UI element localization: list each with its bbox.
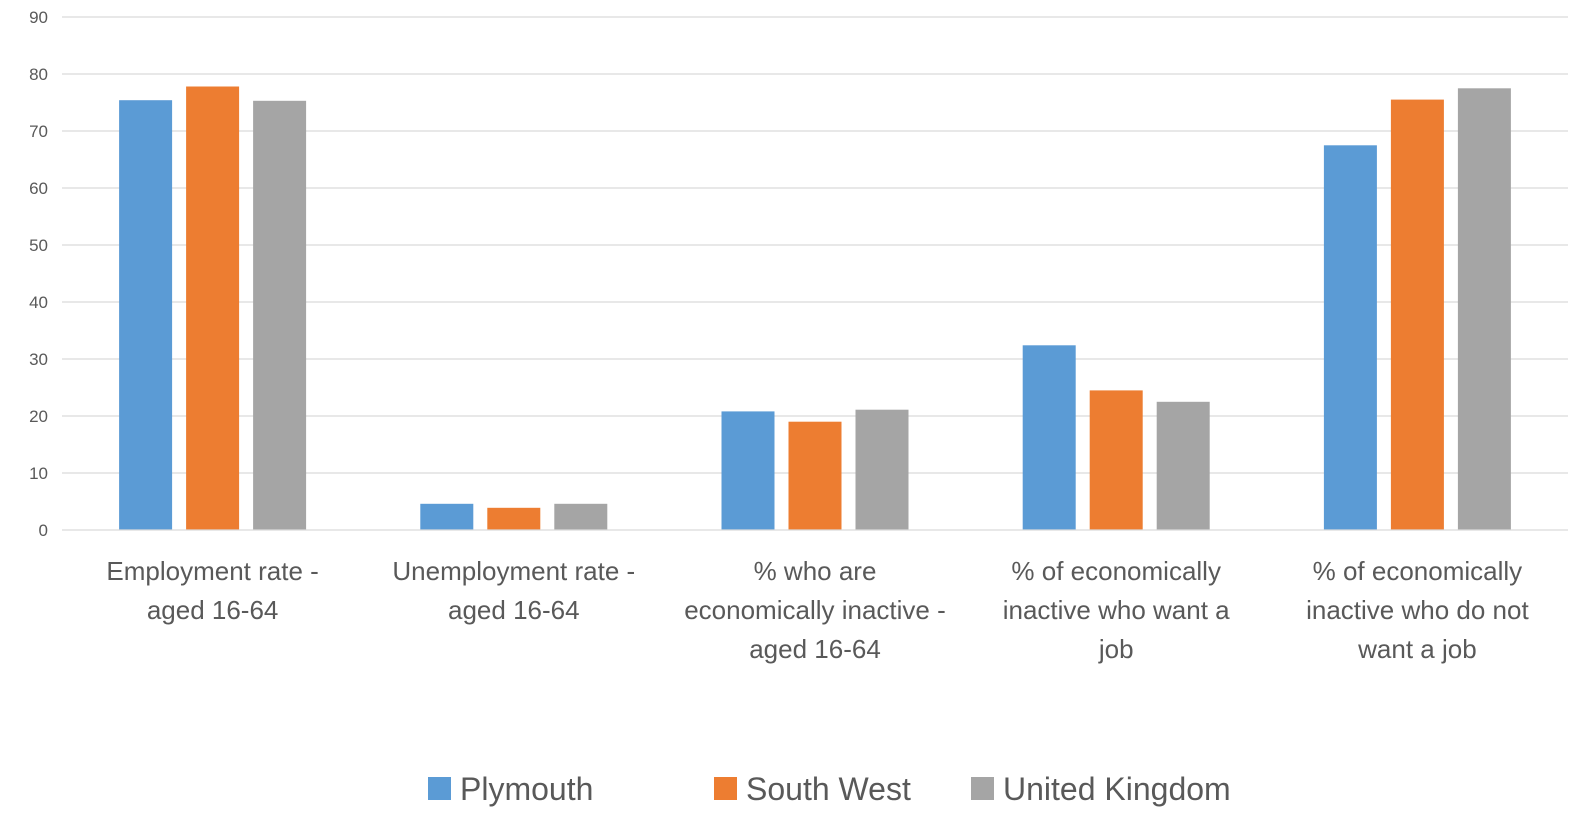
bar-united-kingdom xyxy=(1156,401,1210,531)
category-label: aged 16-64 xyxy=(147,595,279,625)
bar-plymouth xyxy=(721,411,775,530)
y-tick-label: 50 xyxy=(29,236,48,255)
bar-south-west xyxy=(1089,390,1143,530)
y-tick-label: 70 xyxy=(29,122,48,141)
bar-united-kingdom xyxy=(1457,88,1511,531)
category-label: Unemployment rate - xyxy=(392,556,635,586)
legend: Plymouth South West United Kingdom xyxy=(428,771,1231,807)
y-tick-label: 60 xyxy=(29,179,48,198)
bar-south-west xyxy=(487,507,541,530)
y-tick-label: 40 xyxy=(29,293,48,312)
category-label: % who are xyxy=(754,556,877,586)
category-labels: Employment rate - aged 16-64 Unemployment … xyxy=(106,556,1529,664)
legend-label: South West xyxy=(746,771,911,807)
bar-united-kingdom xyxy=(554,503,608,530)
category-label: aged 16-64 xyxy=(448,595,580,625)
bar-south-west xyxy=(1390,99,1444,530)
y-axis-ticks: 0 10 20 30 40 50 60 70 80 90 xyxy=(29,8,48,540)
category-label: inactive who do not xyxy=(1306,595,1529,625)
bar-plymouth xyxy=(1022,345,1076,530)
category-label: inactive who want a xyxy=(1003,595,1230,625)
bar-south-west xyxy=(788,421,842,530)
category-label: % of economically xyxy=(1011,556,1221,586)
legend-swatch xyxy=(714,777,737,800)
bar-plymouth xyxy=(119,100,173,530)
gridlines xyxy=(62,16,1568,474)
y-tick-label: 0 xyxy=(39,521,48,540)
bar-plymouth xyxy=(420,503,474,530)
y-tick-label: 20 xyxy=(29,407,48,426)
bar-plymouth xyxy=(1323,145,1377,531)
category-label: % of economically xyxy=(1313,556,1523,586)
y-tick-label: 30 xyxy=(29,350,48,369)
category-label: want a job xyxy=(1357,634,1477,664)
category-label: job xyxy=(1098,634,1134,664)
category-label: Employment rate - xyxy=(106,556,318,586)
legend-swatch xyxy=(971,777,994,800)
bar-united-kingdom xyxy=(855,409,909,530)
y-tick-label: 10 xyxy=(29,464,48,483)
legend-swatch xyxy=(428,777,451,800)
legend-label: Plymouth xyxy=(460,771,593,807)
legend-label: United Kingdom xyxy=(1003,771,1231,807)
category-label: aged 16-64 xyxy=(749,634,881,664)
category-label: economically inactive - xyxy=(684,595,946,625)
bar-south-west xyxy=(186,86,240,530)
y-tick-label: 90 xyxy=(29,8,48,27)
y-tick-label: 80 xyxy=(29,65,48,84)
bar-united-kingdom xyxy=(253,100,307,531)
bars xyxy=(119,86,1511,531)
